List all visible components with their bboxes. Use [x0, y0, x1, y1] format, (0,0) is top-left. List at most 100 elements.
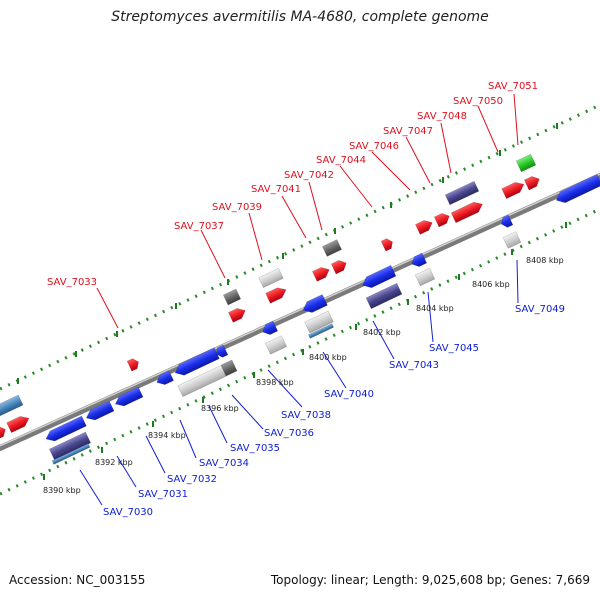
gene-feature-sav-7048b[interactable] [450, 199, 485, 224]
ruler-label: 8404 kbp [416, 304, 454, 313]
leader-line [231, 394, 264, 430]
leader-line [96, 287, 119, 329]
gene-leader-lines [79, 93, 519, 506]
leader-line [208, 405, 228, 444]
gene-feature-sav-7049b[interactable] [502, 231, 522, 249]
gene-label-sav-7040[interactable]: SAV_7040 [324, 389, 374, 400]
gene-feature-sav-7039[interactable] [258, 267, 284, 289]
gene-feature-sav-7034[interactable] [154, 370, 174, 388]
gene-feature-sav-7043[interactable] [360, 264, 397, 290]
gene-label-sav-7051[interactable]: SAV_7051 [488, 81, 538, 92]
gene-label-sav-7039[interactable]: SAV_7039 [212, 202, 262, 213]
accession-text: Accession: NC_003155 [9, 573, 146, 587]
gene-feature-sav-7040[interactable] [301, 294, 328, 315]
gene-feature-sav-7050b[interactable] [523, 174, 541, 191]
leader-line [281, 195, 307, 239]
leader-line [200, 229, 226, 279]
leader-line [371, 151, 411, 191]
gene-feature-dark[interactable] [222, 288, 242, 306]
leader-line [145, 435, 166, 474]
leader-line [179, 419, 197, 459]
gene-label-sav-7043[interactable]: SAV_7043 [389, 360, 439, 371]
gene-feature-sav-7037[interactable] [228, 306, 247, 323]
gene-label-sav-7030[interactable]: SAV_7030 [103, 507, 153, 518]
leader-line [79, 469, 103, 506]
gene-feature-edge-2[interactable] [0, 424, 8, 440]
gene-feature-sav-7051[interactable] [515, 153, 537, 173]
gene-feature-edge-right[interactable] [554, 173, 600, 205]
leader-line [477, 105, 499, 153]
ruler-label: 8402 kbp [363, 328, 401, 337]
gene-feature-sav-7042b[interactable] [330, 258, 348, 275]
gene-feature-sav-7050[interactable] [501, 179, 527, 200]
lower-ruler [0, 207, 600, 496]
leader-line [267, 369, 303, 408]
leader-line [513, 93, 519, 146]
gene-label-sav-7035[interactable]: SAV_7035 [230, 443, 280, 454]
gene-feature-sav-7035b[interactable] [214, 344, 229, 359]
gene-label-sav-7046[interactable]: SAV_7046 [349, 141, 399, 152]
gene-feature-sav-7030[interactable] [44, 415, 87, 444]
gene-feature-sav-7036[interactable] [177, 364, 227, 398]
gene-feature-edge-1[interactable] [6, 413, 32, 434]
gene-feature-sav-7033[interactable] [126, 357, 141, 372]
leader-line [339, 165, 373, 208]
ruler-label: 8400 kbp [309, 353, 347, 362]
gene-label-sav-7042[interactable]: SAV_7042 [284, 170, 334, 181]
gene-feature-sav-7038[interactable] [260, 320, 279, 337]
gene-label-sav-7048[interactable]: SAV_7048 [417, 111, 467, 122]
gene-feature-edge-3[interactable] [0, 394, 24, 418]
gene-label-sav-7050[interactable]: SAV_7050 [453, 96, 503, 107]
leader-line [516, 259, 519, 304]
leader-line [372, 320, 395, 360]
gene-feature-sav-7038b[interactable] [264, 335, 288, 355]
ruler-ticks [17, 123, 567, 480]
gene-feature-sav-7040c[interactable] [308, 323, 334, 339]
ruler-label: 8392 kbp [95, 458, 133, 467]
leader-line [248, 212, 263, 261]
gene-label-sav-7044[interactable]: SAV_7044 [316, 155, 366, 166]
genome-summary-text: Topology: linear; Length: 9,025,608 bp; … [270, 573, 590, 587]
gene-features [0, 153, 600, 465]
gene-feature-sav-7047[interactable] [433, 211, 451, 228]
gene-feature-sav-7048[interactable] [444, 180, 480, 206]
leader-line [405, 136, 431, 184]
gene-feature-sav-7035[interactable] [173, 347, 220, 379]
ruler-labels: 8390 kbp 8392 kbp 8394 kbp 8396 kbp 8398 kbp… [43, 256, 564, 495]
genome-backbone-highlight [0, 173, 600, 447]
ruler-label: 8406 kbp [472, 280, 510, 289]
gene-label-sav-7038[interactable]: SAV_7038 [281, 410, 331, 421]
gene-label-sav-7049[interactable]: SAV_7049 [515, 304, 565, 315]
gene-label-sav-7033[interactable]: SAV_7033 [47, 277, 97, 288]
gene-feature-sav-7043b[interactable] [365, 282, 403, 310]
gene-label-sav-7036[interactable]: SAV_7036 [264, 428, 314, 439]
gene-feature-sav-7032[interactable] [113, 386, 144, 409]
leader-line [116, 455, 137, 488]
gene-feature-sav-7041[interactable] [312, 265, 331, 282]
leader-line [308, 181, 323, 231]
gene-label-sav-7032[interactable]: SAV_7032 [167, 474, 217, 485]
gene-feature-sav-7049[interactable] [499, 214, 514, 229]
genome-backbone [0, 173, 600, 451]
leader-line [322, 351, 347, 389]
gene-feature-sav-7031[interactable] [84, 400, 115, 423]
ruler-label: 8394 kbp [148, 431, 186, 440]
ruler-label: 8390 kbp [43, 486, 81, 495]
gene-feature-sav-7042[interactable] [322, 239, 342, 257]
gene-label-sav-7041[interactable]: SAV_7041 [251, 184, 301, 195]
gene-label-sav-7031[interactable]: SAV_7031 [138, 489, 188, 500]
gene-feature-sav-7044[interactable] [380, 237, 395, 252]
gene-feature-sav-7036b[interactable] [220, 359, 238, 377]
gene-feature-sav-7030b[interactable] [49, 431, 91, 461]
gene-feature-sav-7046[interactable] [415, 218, 434, 235]
gene-label-sav-7037[interactable]: SAV_7037 [174, 221, 224, 232]
gene-feature-sav-7030c[interactable] [51, 443, 91, 465]
gene-label-sav-7045[interactable]: SAV_7045 [429, 343, 479, 354]
gene-label-sav-7034[interactable]: SAV_7034 [199, 458, 249, 469]
gene-feature-sav-7039b[interactable] [265, 285, 289, 304]
gene-label-sav-7047[interactable]: SAV_7047 [383, 126, 433, 137]
gene-feature-sav-7040b[interactable] [304, 310, 334, 334]
gene-feature-sav-7045b[interactable] [414, 267, 436, 287]
gene-feature-sav-7045[interactable] [409, 252, 428, 269]
